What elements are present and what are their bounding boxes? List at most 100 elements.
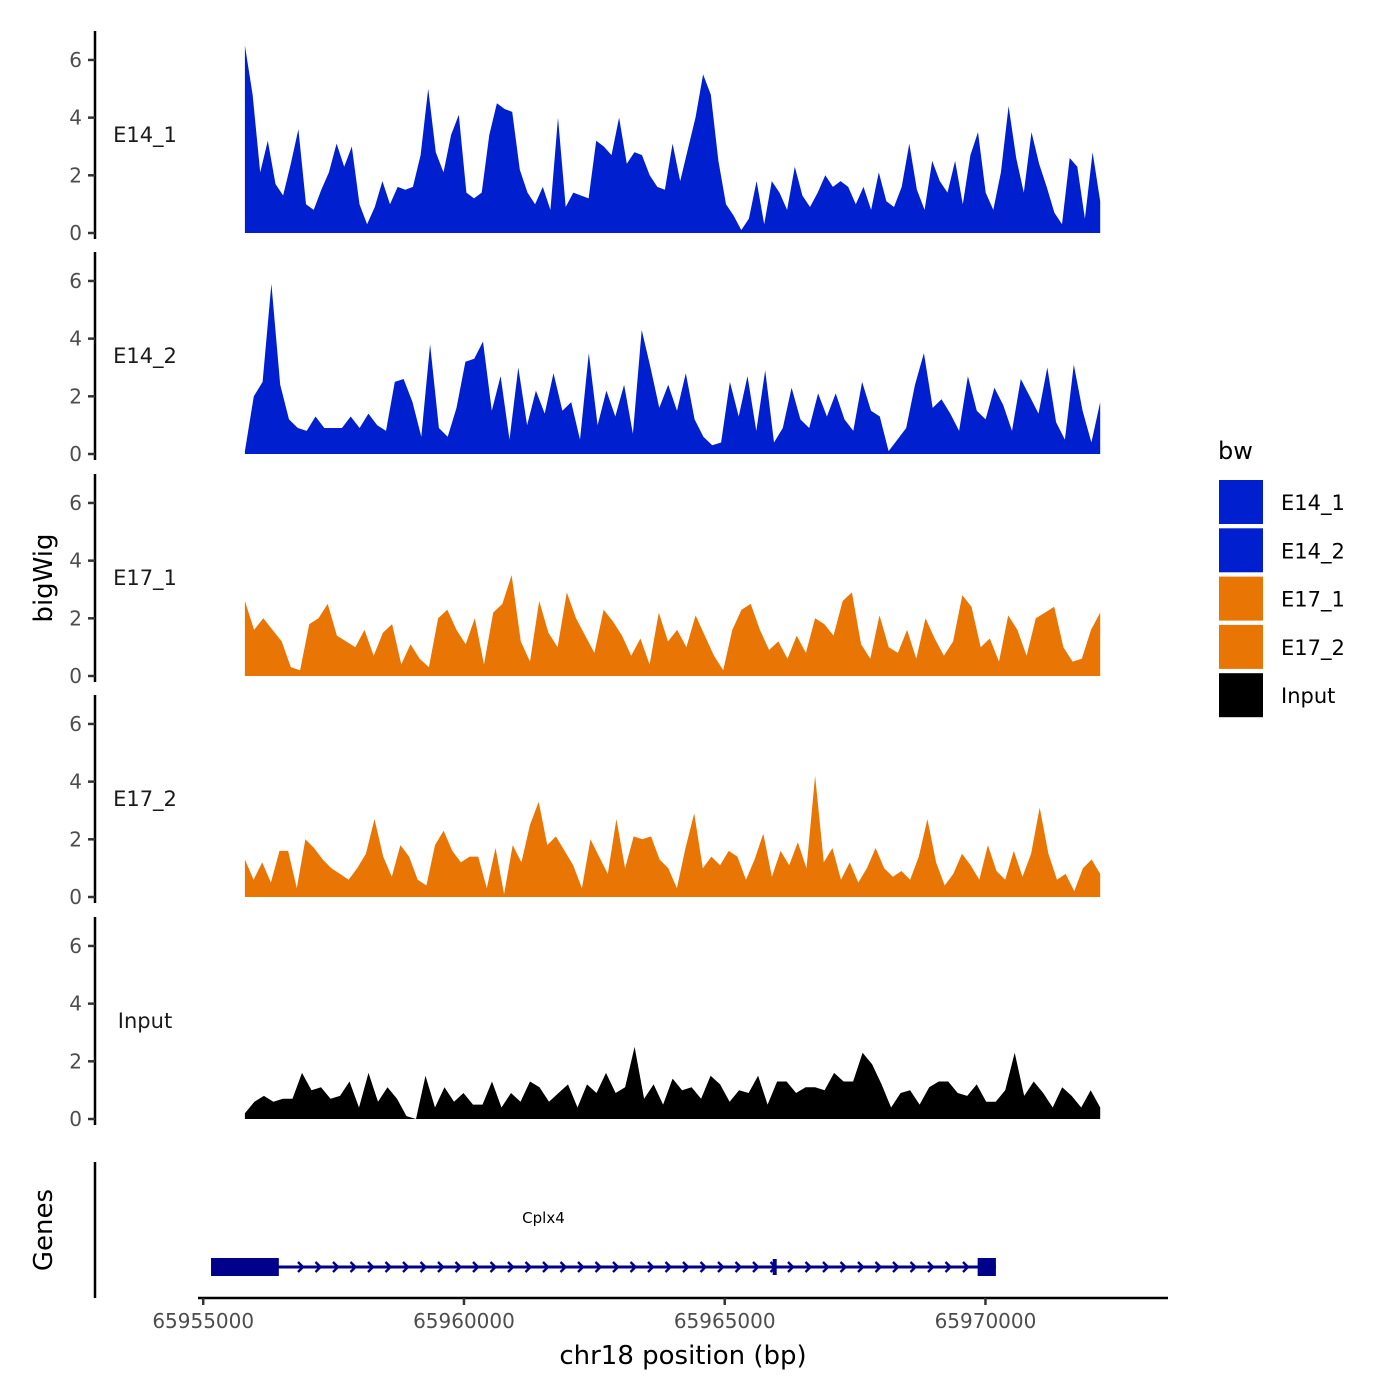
y-tick-label: 0 [69,885,82,909]
strand-arrow [682,1261,690,1273]
gene-exon [977,1258,996,1276]
y-tick-label: 0 [69,221,82,245]
strand-arrow [402,1261,410,1273]
legend-swatch-input [1219,673,1263,718]
strand-arrow [384,1261,393,1273]
y-tick-label: 2 [69,1049,82,1073]
legend-title: bw [1218,437,1253,465]
x-axis: 65955000 65960000 65965000 65970000 [152,1296,1168,1333]
y-tick-label: 6 [69,934,82,958]
y-tick-label: 2 [69,827,82,851]
strand-arrow [419,1261,428,1273]
strand-arrow [839,1261,848,1273]
signal-area [244,45,1101,233]
legend-swatch-e14_2 [1219,528,1263,573]
strand-arrow [717,1261,725,1273]
y-tick-label: 6 [69,712,82,736]
x-tick-label: 65960000 [413,1309,515,1333]
legend-swatch-e17_1 [1219,576,1263,621]
strand-arrow [472,1261,480,1273]
legend-swatch-e14_1 [1219,480,1263,524]
track-panel-e14_2: 0 2 4 6 E14_2 [69,252,1101,466]
strand-arrow [909,1261,918,1273]
y-tick-label: 6 [69,48,82,72]
strand-arrow [454,1261,463,1273]
strand-arrow [734,1261,743,1273]
gene-label: Cplx4 [522,1209,565,1227]
strand-arrow [542,1261,550,1273]
y-tick-label: 2 [69,384,82,408]
strand-arrow [927,1261,935,1273]
signal-area [244,575,1101,676]
strand-arrow [752,1261,760,1273]
track-label: E14_2 [113,344,177,369]
y-tick-label: 6 [69,491,82,515]
tracks-group: 0 2 4 6 E14_1 0 2 4 6 E14_2 0 2 4 6 E17_1 0 2 4 6 E17_2 0 2 4 6… [69,31,1101,1131]
strand-arrow [367,1261,375,1273]
strand-arrow [437,1261,445,1273]
x-axis-title: chr18 position (bp) [559,1341,806,1371]
track-label: Input [118,1009,172,1033]
legend-label-e14_1: E14_1 [1281,491,1345,516]
strand-arrow [874,1261,883,1273]
track-label: E14_1 [113,123,177,148]
legend-label-e14_2: E14_2 [1281,539,1345,564]
track-panel-e14_1: 0 2 4 6 E14_1 [69,31,1101,245]
strand-arrow [962,1261,970,1273]
strand-arrow [944,1261,953,1273]
legend-label-e17_2: E17_2 [1281,636,1345,661]
legend-swatch-e17_2 [1219,624,1263,669]
track-panel-e17_1: 0 2 4 6 E17_1 [69,474,1101,688]
y-tick-label: 4 [69,992,82,1016]
strand-arrow [804,1261,813,1273]
strand-arrow [489,1261,498,1273]
y-tick-label: 4 [69,549,82,573]
strand-arrow [524,1261,533,1273]
strand-arrow [332,1261,340,1273]
y-tick-label: 2 [69,606,82,630]
track-panel-input: 0 2 4 6 Input [69,917,1101,1131]
genes-panel: Cplx4 [93,1162,996,1298]
legend-label-e17_1: E17_1 [1281,588,1345,613]
legend: bw E14_1 E14_2 E17_1 E17_2 Input [1218,437,1345,718]
strand-arrow [664,1261,673,1273]
signal-area [244,775,1101,897]
strand-arrow [822,1261,830,1273]
strand-arrow [559,1261,568,1273]
track-panel-e17_2: 0 2 4 6 E17_2 [69,695,1101,909]
strand-arrow [297,1261,305,1273]
legend-label-input: Input [1281,684,1335,708]
strand-arrow [787,1261,795,1273]
strand-arrow [699,1261,708,1273]
y-axis-title: bigWig [29,533,59,622]
strand-arrow [349,1261,358,1273]
y-tick-label: 2 [69,163,82,187]
strand-arrow [507,1261,515,1273]
y-tick-label: 4 [69,770,82,794]
strand-arrow [314,1261,323,1273]
strand-arrow [647,1261,655,1273]
y-tick-label: 0 [69,1107,82,1131]
strand-arrow [594,1261,603,1273]
y-tick-label: 6 [69,269,82,293]
track-label: E17_1 [113,566,177,591]
y-tick-label: 0 [69,664,82,688]
signal-area [244,1046,1101,1119]
gene-cplx4: Cplx4 [211,1209,996,1276]
strand-arrow [577,1261,585,1273]
y-tick-label: 4 [69,106,82,130]
strand-arrow [612,1261,620,1273]
strand-arrow [629,1261,638,1273]
y-tick-label: 0 [69,442,82,466]
x-tick-label: 65955000 [152,1309,254,1333]
strand-arrow [857,1261,865,1273]
signal-area [244,283,1101,454]
y-tick-label: 4 [69,327,82,351]
track-label: E17_2 [113,787,177,812]
x-tick-label: 65965000 [674,1309,776,1333]
x-tick-label: 65970000 [935,1309,1037,1333]
strand-arrow [892,1261,900,1273]
genes-axis-title: Genes [29,1189,59,1271]
gene-exon [772,1259,777,1275]
